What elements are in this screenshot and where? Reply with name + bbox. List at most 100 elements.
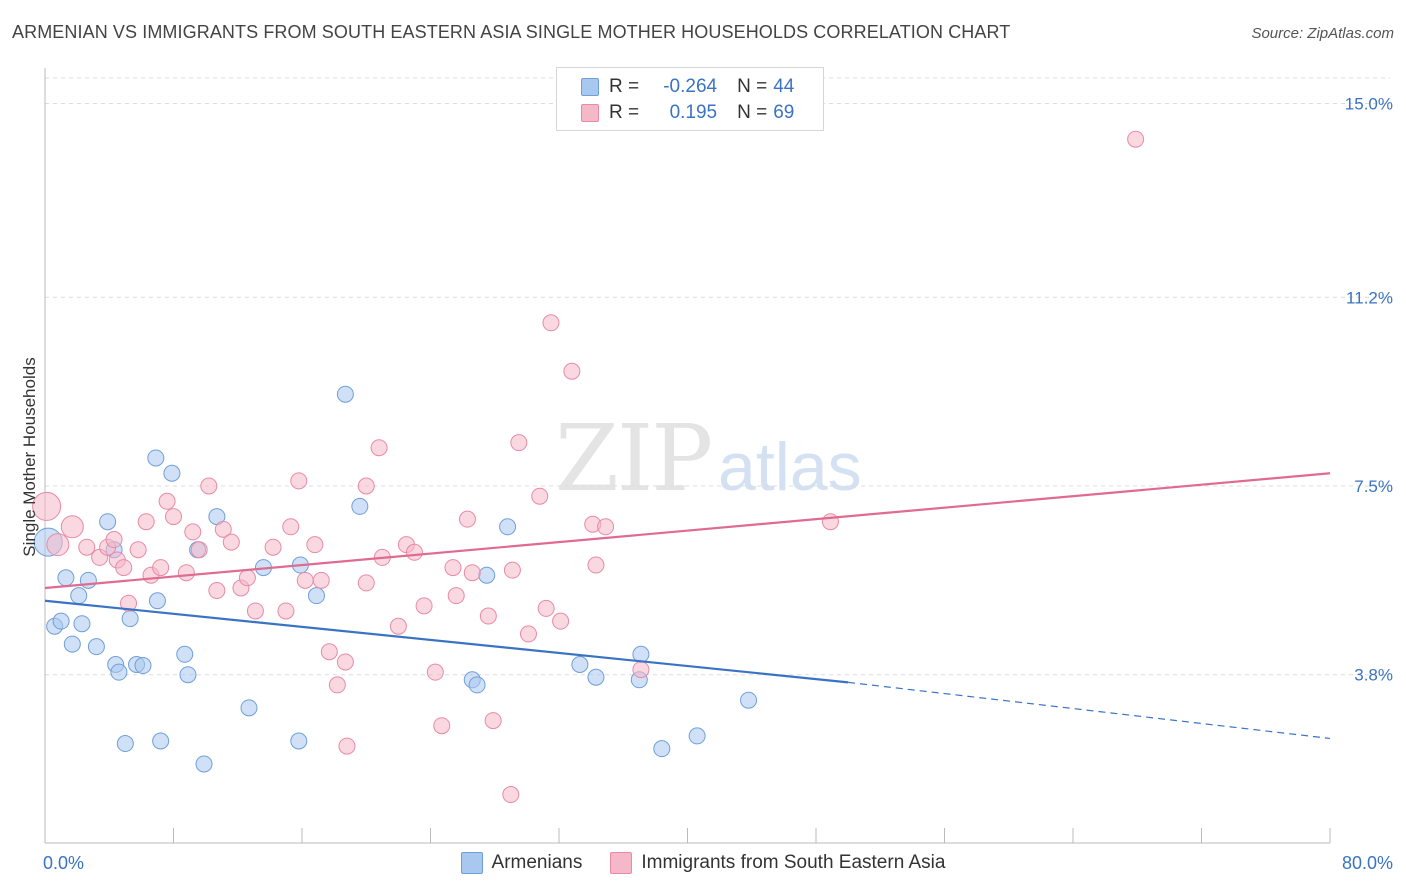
armenians-point — [87, 638, 105, 656]
immigrants-point — [537, 599, 555, 617]
immigrants-point — [552, 612, 570, 630]
immigrants-point — [190, 541, 208, 559]
armenians-point — [740, 691, 758, 709]
legend-row-immigrants: R = 0.195 N = 69 — [581, 101, 794, 125]
armenians-point — [179, 666, 197, 684]
immigrants-point — [208, 582, 226, 600]
armenians-trend-extension — [848, 681, 1331, 740]
x-tick-label-min: 0.0% — [43, 853, 84, 873]
immigrants-point — [177, 564, 195, 582]
immigrants-point — [463, 564, 481, 582]
armenians-point — [121, 610, 139, 628]
immigrants-point — [78, 538, 96, 556]
armenians-point — [468, 676, 486, 694]
immigrants-point — [503, 561, 521, 579]
axes — [44, 68, 1331, 844]
immigrants-point — [129, 541, 147, 559]
immigrants-point — [246, 602, 264, 620]
immigrants-point — [415, 597, 433, 615]
immigrants-point — [458, 510, 476, 528]
immigrants-point — [531, 487, 549, 505]
armenians-point — [134, 657, 152, 675]
immigrants-point — [60, 515, 84, 539]
armenians-point — [499, 518, 517, 536]
armenians-point — [290, 732, 308, 750]
legend-r-value: 0.195 — [669, 102, 718, 123]
immigrants-point — [338, 737, 356, 755]
immigrants-point — [32, 491, 62, 521]
armenians-point — [52, 612, 70, 630]
immigrants-swatch — [610, 852, 633, 874]
immigrants-point — [264, 538, 282, 556]
immigrants-point — [502, 786, 520, 804]
armenians-point — [79, 571, 97, 589]
immigrants-point — [510, 434, 528, 452]
immigrants-point — [433, 717, 451, 735]
immigrants-point — [370, 439, 388, 457]
armenians-point — [307, 587, 325, 605]
armenians-trend-line — [44, 599, 849, 684]
y-tick-label: 3.8% — [1354, 666, 1393, 685]
immigrants-trend-line — [44, 472, 1331, 590]
armenians-point — [116, 735, 134, 753]
armenians-point — [688, 727, 706, 745]
immigrants-point — [357, 574, 375, 592]
legend-item-immigrants[interactable]: Immigrants from South Eastern Asia — [610, 852, 945, 874]
immigrants-point — [137, 513, 155, 531]
legend-swatch-armenians — [581, 78, 599, 96]
immigrants-point — [821, 513, 839, 531]
immigrants-point — [290, 472, 308, 490]
armenians-point — [63, 635, 81, 653]
immigrants-point — [405, 543, 423, 561]
immigrants-point — [320, 643, 338, 661]
correlation-legend: R = -0.264 N = 44 R = 0.195 N = 69 — [556, 67, 824, 131]
immigrants-point — [158, 492, 176, 510]
x-tick-label-max: 80.0% — [1342, 853, 1393, 873]
immigrants-point — [632, 661, 650, 679]
immigrants-point — [312, 571, 330, 589]
immigrants-point — [328, 676, 346, 694]
immigrants-point — [597, 518, 615, 536]
armenians-point — [195, 755, 213, 773]
immigrants-point — [542, 314, 560, 332]
armenians-point — [70, 587, 88, 605]
immigrants-point — [105, 531, 123, 549]
immigrants-point — [165, 508, 182, 526]
armenians-point — [163, 464, 181, 482]
legend-swatch-immigrants — [581, 104, 599, 122]
immigrants-point — [238, 569, 256, 587]
immigrants-point — [357, 477, 375, 495]
immigrants-point — [587, 556, 605, 574]
immigrants-point — [277, 602, 295, 620]
immigrants-point — [444, 559, 462, 577]
armenians-point — [176, 645, 194, 663]
immigrants-point — [214, 520, 232, 538]
y-tick-label: 7.5% — [1354, 477, 1393, 496]
immigrants-point — [306, 536, 324, 554]
immigrants-point — [184, 523, 202, 541]
legend-n-value: 69 — [773, 102, 795, 123]
immigrants-point — [479, 607, 497, 625]
y-tick-labels: 3.8% 7.5% 11.2% 15.0% — [1345, 95, 1393, 685]
armenians-point — [57, 569, 75, 587]
armenians-point — [587, 668, 605, 686]
armenians-point — [152, 732, 170, 750]
immigrants-point — [426, 663, 444, 681]
armenians-point — [99, 513, 117, 531]
armenians-point — [147, 449, 165, 467]
legend-r-label: R = — [609, 76, 640, 97]
immigrants-point — [519, 625, 537, 643]
immigrants-points — [32, 130, 1145, 804]
legend-row-armenians: R = -0.264 N = 44 — [581, 75, 794, 99]
trend-lines — [44, 472, 1331, 740]
series-legend: Armenians Immigrants from South Eastern … — [0, 852, 1406, 874]
immigrants-point — [282, 518, 300, 536]
immigrants-point — [120, 594, 138, 612]
immigrants-point — [152, 559, 170, 577]
legend-r-value: -0.264 — [663, 76, 718, 97]
source-label: Source: ZipAtlas.com — [1251, 25, 1394, 42]
armenians-point — [336, 385, 354, 403]
immigrants-point — [222, 533, 240, 551]
legend-item-armenians[interactable]: Armenians — [460, 852, 582, 874]
